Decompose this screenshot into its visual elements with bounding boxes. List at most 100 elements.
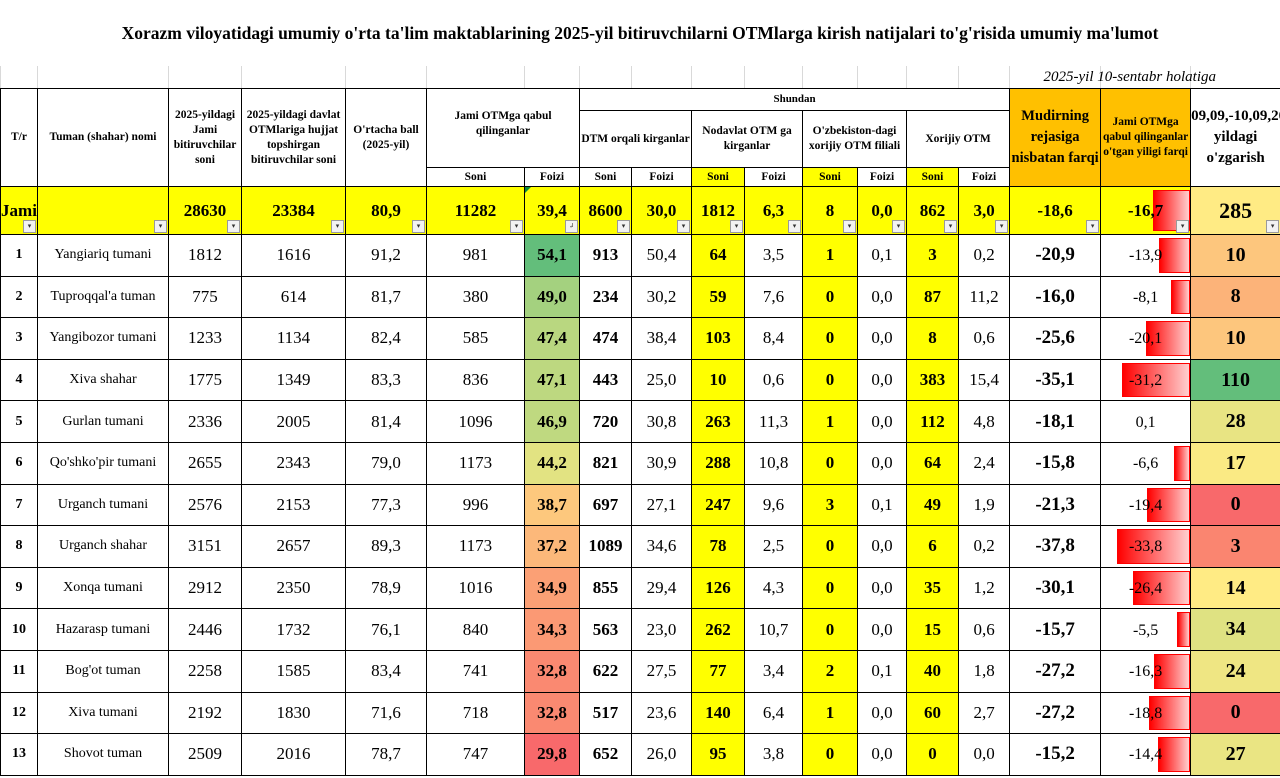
total-graduates-value: 28630 — [183, 201, 227, 220]
cell-xor-soni: 15 — [906, 608, 960, 651]
cell-name: Urganch shahar — [37, 525, 169, 568]
cell-nod-soni: 247 — [691, 483, 746, 527]
cell-otm-soni: 1096 — [426, 400, 525, 443]
data-bar — [1158, 238, 1190, 273]
filter-dropdown-icon[interactable]: ▾ — [730, 220, 744, 233]
cell-name: Xonqa tumani — [37, 566, 169, 610]
header-foizi: Foizi — [523, 167, 581, 187]
cell-mudir: -15,2 — [1009, 733, 1102, 776]
total-change: 285 ▾ — [1190, 186, 1280, 235]
data-bar — [1157, 737, 1190, 772]
cell-name: Xiva shahar — [37, 358, 169, 402]
total-fil-foizi: 0,0 ▾ — [857, 186, 908, 235]
filter-dropdown-icon[interactable]: ▾ — [227, 220, 240, 233]
cell-fil-soni: 1 — [802, 691, 859, 735]
cell-nod-foizi: 10,8 — [744, 441, 804, 485]
cell-name: Xiva tumani — [37, 691, 169, 735]
cell-tr: 10 — [0, 608, 38, 651]
cell-graduates: 2192 — [168, 691, 242, 735]
filter-dropdown-icon[interactable]: ▾ — [843, 220, 857, 233]
filter-dropdown-icon[interactable]: ▾ — [788, 220, 802, 233]
prev-value: -26,4 — [1128, 580, 1163, 598]
prev-value: -6,6 — [1132, 455, 1159, 473]
cell-dtm-soni: 821 — [579, 441, 633, 485]
cell-nod-foizi: 2,5 — [744, 525, 804, 568]
cell-nod-soni: 288 — [691, 441, 746, 485]
cell-avg: 79,0 — [345, 441, 427, 485]
cell-otm-soni: 981 — [426, 234, 525, 277]
filter-dropdown-icon[interactable]: ▾ — [944, 220, 958, 233]
header-shundan: Shundan — [579, 88, 1011, 111]
filter-dropdown-icon[interactable]: ▾ — [617, 220, 631, 233]
cell-fil-foizi: 0,0 — [857, 566, 908, 610]
total-prev-value: -16,7 — [1127, 201, 1164, 220]
total-otm-foizi-value: 39,4 — [537, 201, 567, 220]
total-prev: -16,7 ▾ — [1100, 186, 1192, 235]
filter-dropdown-icon[interactable]: ▾ — [995, 220, 1009, 233]
grid-line — [426, 66, 427, 88]
cell-tr: 4 — [0, 358, 38, 402]
filter-dropdown-icon[interactable]: ▾ — [412, 220, 425, 233]
filter-dropdown-icon[interactable]: ▾ — [510, 220, 523, 233]
cell-nod-soni: 10 — [691, 358, 746, 402]
cell-dtm-foizi: 27,5 — [631, 649, 693, 693]
cell-avg: 82,4 — [345, 317, 427, 360]
cell-xor-soni: 383 — [906, 358, 960, 402]
cell-mudir: -15,7 — [1009, 608, 1102, 651]
cell-otm-soni: 741 — [426, 649, 525, 693]
filter-dropdown-icon[interactable]: ▾ — [23, 220, 36, 233]
filter-active-icon[interactable]: ↲ — [565, 220, 579, 233]
cell-change: 34 — [1190, 608, 1280, 651]
prev-value: -31,2 — [1128, 372, 1163, 390]
header-foizi: Foizi — [631, 167, 693, 187]
total-avg-value: 80,9 — [371, 201, 401, 220]
cell-prev: -14,4 — [1100, 733, 1192, 776]
grid-line — [691, 66, 692, 88]
cell-otm-foizi: 54,1 — [523, 234, 581, 277]
cell-xor-soni: 64 — [906, 441, 960, 485]
total-label-cell: Jami ▾ — [0, 186, 38, 235]
filter-dropdown-icon[interactable]: ▾ — [1266, 220, 1280, 233]
cell-name: Yangibozor tumani — [37, 317, 169, 360]
cell-nod-foizi: 3,8 — [744, 733, 804, 776]
cell-graduates: 2336 — [168, 400, 242, 443]
filter-dropdown-icon[interactable]: ▾ — [154, 220, 167, 233]
header-avg-ball: O'rtacha ball (2025-yil) — [345, 88, 427, 187]
filter-dropdown-icon[interactable]: ▾ — [331, 220, 344, 233]
filter-dropdown-icon[interactable]: ▾ — [1086, 220, 1100, 233]
cell-xor-foizi: 15,4 — [958, 358, 1011, 402]
cell-name: Gurlan tumani — [37, 400, 169, 443]
cell-nod-foizi: 9,6 — [744, 483, 804, 527]
cell-dtm-foizi: 30,8 — [631, 400, 693, 443]
filter-dropdown-icon[interactable]: ▾ — [1176, 220, 1190, 233]
cell-xor-foizi: 0,6 — [958, 317, 1011, 360]
cell-graduates: 775 — [168, 275, 242, 319]
prev-value: -8,1 — [1132, 288, 1159, 306]
data-bar — [1176, 612, 1190, 647]
cell-xor-foizi: 0,2 — [958, 234, 1011, 277]
cell-nod-foizi: 8,4 — [744, 317, 804, 360]
total-dtm-foizi-value: 30,0 — [646, 201, 677, 220]
filter-dropdown-icon[interactable]: ▾ — [677, 220, 691, 233]
cell-avg: 78,9 — [345, 566, 427, 610]
cell-xor-foizi: 1,9 — [958, 483, 1011, 527]
cell-dtm-soni: 234 — [579, 275, 633, 319]
cell-tr: 7 — [0, 483, 38, 527]
cell-submitted: 1830 — [241, 691, 346, 735]
cell-change: 17 — [1190, 441, 1280, 485]
cell-otm-foizi: 34,9 — [523, 566, 581, 610]
header-xorijiy: Xorijiy OTM — [906, 110, 1011, 168]
header-tr: T/r — [0, 88, 38, 187]
cell-mudir: -21,3 — [1009, 483, 1102, 527]
filter-dropdown-icon[interactable]: ▾ — [892, 220, 906, 233]
cell-dtm-foizi: 25,0 — [631, 358, 693, 402]
total-otm-foizi: 39,4 ↲ — [523, 186, 581, 235]
cell-dtm-soni: 474 — [579, 317, 633, 360]
cell-xor-foizi: 2,4 — [958, 441, 1011, 485]
prev-value: -13,9 — [1128, 247, 1163, 265]
cell-change: 24 — [1190, 649, 1280, 693]
prev-value: -14,4 — [1128, 746, 1163, 764]
cell-xor-soni: 0 — [906, 733, 960, 776]
cell-xor-foizi: 11,2 — [958, 275, 1011, 319]
cell-change: 110 — [1190, 358, 1280, 402]
